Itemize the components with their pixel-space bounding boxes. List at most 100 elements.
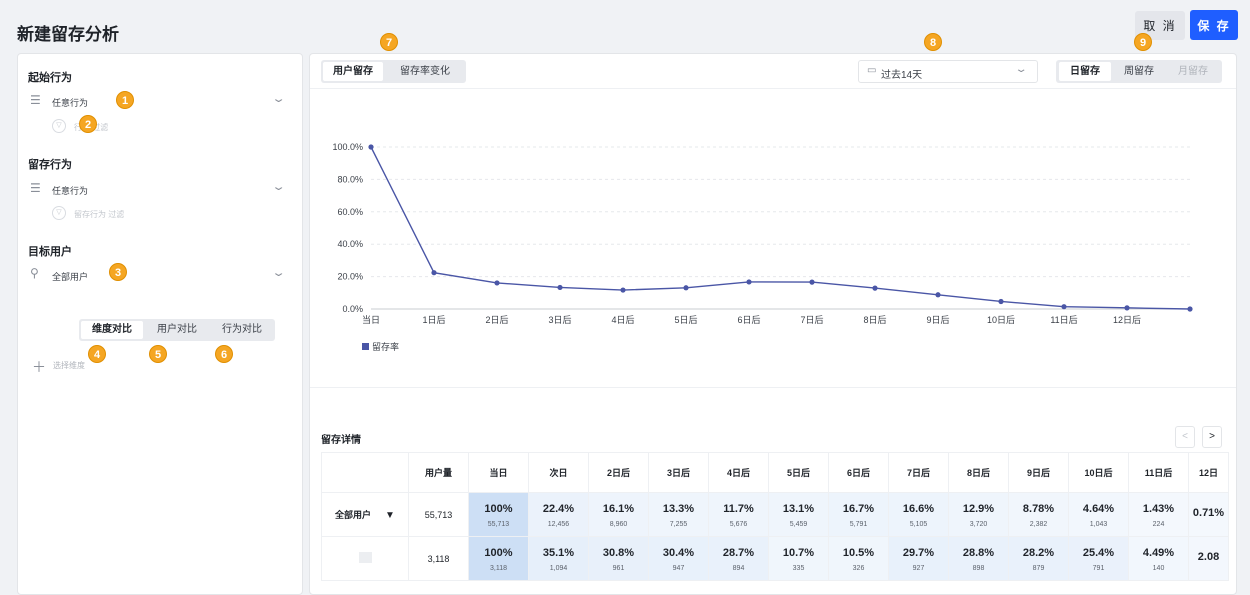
list-icon: ☰ bbox=[30, 93, 41, 107]
retention-cell[interactable]: 4.64% 1,043 bbox=[1068, 492, 1129, 537]
retention-cell[interactable]: 28.8% 898 bbox=[948, 536, 1009, 581]
x-tick-label: 2日后 bbox=[485, 315, 508, 325]
retention-rate: 25.4% bbox=[1082, 547, 1115, 559]
retention-cell[interactable]: 2.08 bbox=[1188, 536, 1229, 581]
date-range-select[interactable]: ▭ 过去14天 ⌄ bbox=[858, 60, 1038, 83]
retained-count: 961 bbox=[612, 565, 625, 572]
table-header-cell: 5日后 bbox=[768, 452, 829, 493]
row-group-cell[interactable]: 全部用户 ▼ bbox=[321, 492, 409, 537]
start-action-select[interactable]: 任意行为 bbox=[52, 98, 89, 108]
target-user-select[interactable]: 全部用户 bbox=[52, 272, 89, 282]
chevron-down-icon[interactable]: ⌄ bbox=[271, 181, 286, 193]
table-header-cell: 6日后 bbox=[828, 452, 889, 493]
retention-cell[interactable]: 13.1% 5,459 bbox=[768, 492, 829, 537]
retention-cell[interactable]: 4.49% 140 bbox=[1128, 536, 1189, 581]
calendar-icon: ▭ bbox=[867, 65, 877, 76]
retention-rate: 4.64% bbox=[1082, 503, 1115, 515]
data-point bbox=[1187, 306, 1193, 312]
annotation-badge: 7 bbox=[380, 33, 398, 51]
retention-rate: 2.08 bbox=[1197, 550, 1220, 563]
retention-rate: 100% bbox=[484, 503, 513, 515]
retention-cell[interactable]: 29.7% 927 bbox=[888, 536, 949, 581]
retention-rate: 16.6% bbox=[902, 503, 935, 515]
tab-user-compare[interactable]: 用户对比 bbox=[157, 324, 197, 335]
retain-action-select[interactable]: 任意行为 bbox=[52, 186, 89, 196]
table-header-row: 用户量 当日 次日 2日后 3日后 4日后 5日后 6日后 7日后 8日后 9日后 10日后 11日后 1… bbox=[321, 452, 1229, 493]
right-analysis-panel: 用户留存 留存率变化 ▭ 过去14天 ⌄ 日留存 周留存 月留存 100.0% 8… bbox=[309, 53, 1237, 595]
add-dimension-link[interactable]: 选择维度 bbox=[53, 361, 85, 370]
chevron-down-icon[interactable]: ⌄ bbox=[271, 93, 286, 105]
retention-rate: 13.3% bbox=[662, 503, 695, 515]
period-tab-group: 日留存 周留存 月留存 bbox=[1056, 60, 1222, 83]
pager-next-button[interactable]: > bbox=[1202, 426, 1222, 448]
plus-icon[interactable]: ＋ bbox=[32, 359, 46, 375]
retention-cell[interactable]: 16.6% 5,105 bbox=[888, 492, 949, 537]
pager-prev-button[interactable]: < bbox=[1175, 426, 1195, 448]
retention-cell[interactable]: 10.5% 326 bbox=[828, 536, 889, 581]
chevron-down-icon[interactable]: ⌄ bbox=[271, 267, 286, 279]
y-tick-label: 60.0% bbox=[337, 207, 363, 217]
retention-cell[interactable]: 8.78% 2,382 bbox=[1008, 492, 1069, 537]
retention-cell[interactable]: 30.4% 947 bbox=[648, 536, 709, 581]
retention-cell[interactable]: 100% 3,118 bbox=[468, 536, 529, 581]
tab-weekly-retention[interactable]: 周留存 bbox=[1124, 66, 1154, 77]
left-config-panel: 起始行为 ☰ 任意行为 ⌄ ▽ 行为 过滤 留存行为 ☰ 任意行为 ⌄ ▽ 留存… bbox=[17, 53, 303, 595]
tab-retention-rate-change[interactable]: 留存率变化 bbox=[400, 66, 450, 77]
table-row[interactable]: 全部用户 ▼ 55,713 100% 55,713 22.4% 12,456 16.1% 8,9… bbox=[321, 492, 1229, 537]
retention-cell[interactable]: 11.7% 5,676 bbox=[708, 492, 769, 537]
retention-cell[interactable]: 13.3% 7,255 bbox=[648, 492, 709, 537]
retained-count: 8,960 bbox=[609, 521, 628, 528]
retention-cell[interactable]: 28.7% 894 bbox=[708, 536, 769, 581]
annotation-badge: 5 bbox=[149, 345, 167, 363]
data-point bbox=[683, 285, 689, 291]
table-header-cell: 10日后 bbox=[1068, 452, 1129, 493]
retained-count: 927 bbox=[912, 565, 925, 572]
tab-dimension-compare[interactable]: 维度对比 bbox=[81, 321, 143, 339]
retention-rate: 30.4% bbox=[662, 547, 695, 559]
retention-cell[interactable]: 10.7% 335 bbox=[768, 536, 829, 581]
save-button[interactable]: 保 存 bbox=[1190, 10, 1238, 40]
caret-down-icon[interactable]: ▼ bbox=[385, 510, 395, 521]
retention-cell[interactable]: 1.43% 224 bbox=[1128, 492, 1189, 537]
annotation-badge: 6 bbox=[215, 345, 233, 363]
retention-cell[interactable]: 22.4% 12,456 bbox=[528, 492, 589, 537]
filter-icon[interactable]: ▽ bbox=[52, 206, 66, 220]
retention-cell[interactable]: 100% 55,713 bbox=[468, 492, 529, 537]
tab-user-retention[interactable]: 用户留存 bbox=[323, 62, 383, 81]
retention-cell[interactable]: 12.9% 3,720 bbox=[948, 492, 1009, 537]
divider bbox=[310, 387, 1236, 388]
compare-tab-group: 维度对比 用户对比 行为对比 bbox=[79, 319, 275, 341]
retention-cell[interactable]: 30.8% 961 bbox=[588, 536, 649, 581]
tab-daily-retention[interactable]: 日留存 bbox=[1059, 62, 1111, 81]
retention-rate: 28.2% bbox=[1022, 547, 1055, 559]
y-tick-label: 0.0% bbox=[342, 304, 363, 314]
tab-action-compare[interactable]: 行为对比 bbox=[222, 324, 262, 335]
data-point bbox=[998, 298, 1004, 305]
retain-action-filter[interactable]: 留存行为 过滤 bbox=[74, 210, 125, 219]
retention-rate: 1.43% bbox=[1142, 503, 1175, 515]
date-range-value: 过去14天 bbox=[881, 70, 923, 81]
retention-rate: 16.7% bbox=[842, 503, 875, 515]
retained-count: 5,105 bbox=[909, 521, 928, 528]
retention-cell[interactable]: 35.1% 1,094 bbox=[528, 536, 589, 581]
retention-cell[interactable]: 0.71% bbox=[1188, 492, 1229, 537]
divider bbox=[310, 88, 1236, 89]
x-tick-label: 10日后 bbox=[987, 315, 1015, 325]
retention-cell[interactable]: 28.2% 879 bbox=[1008, 536, 1069, 581]
row-group-cell[interactable] bbox=[321, 536, 409, 581]
data-point bbox=[872, 285, 878, 291]
retained-count: 5,676 bbox=[729, 521, 748, 528]
retention-cell[interactable]: 16.7% 5,791 bbox=[828, 492, 889, 537]
filter-icon[interactable]: ▽ bbox=[52, 119, 66, 133]
retention-rate: 12.9% bbox=[962, 503, 995, 515]
retained-count: 947 bbox=[672, 565, 685, 572]
retention-rate: 29.7% bbox=[902, 547, 935, 559]
retention-cell[interactable]: 25.4% 791 bbox=[1068, 536, 1129, 581]
table-header-cell bbox=[321, 452, 409, 493]
group-label: 全部用户 bbox=[335, 510, 372, 520]
retention-cell[interactable]: 16.1% 8,960 bbox=[588, 492, 649, 537]
retention-line-chart: 100.0% 80.0% 60.0% 40.0% 20.0% 0.0%当日 1日后 2日后 3日… bbox=[332, 142, 1193, 352]
retention-rate: 16.1% bbox=[602, 503, 635, 515]
table-header-cell: 9日后 bbox=[1008, 452, 1069, 493]
table-row[interactable]: 3,118 100% 3,118 35.1% 1,094 30.8% 961 30.4% 947… bbox=[321, 536, 1229, 581]
